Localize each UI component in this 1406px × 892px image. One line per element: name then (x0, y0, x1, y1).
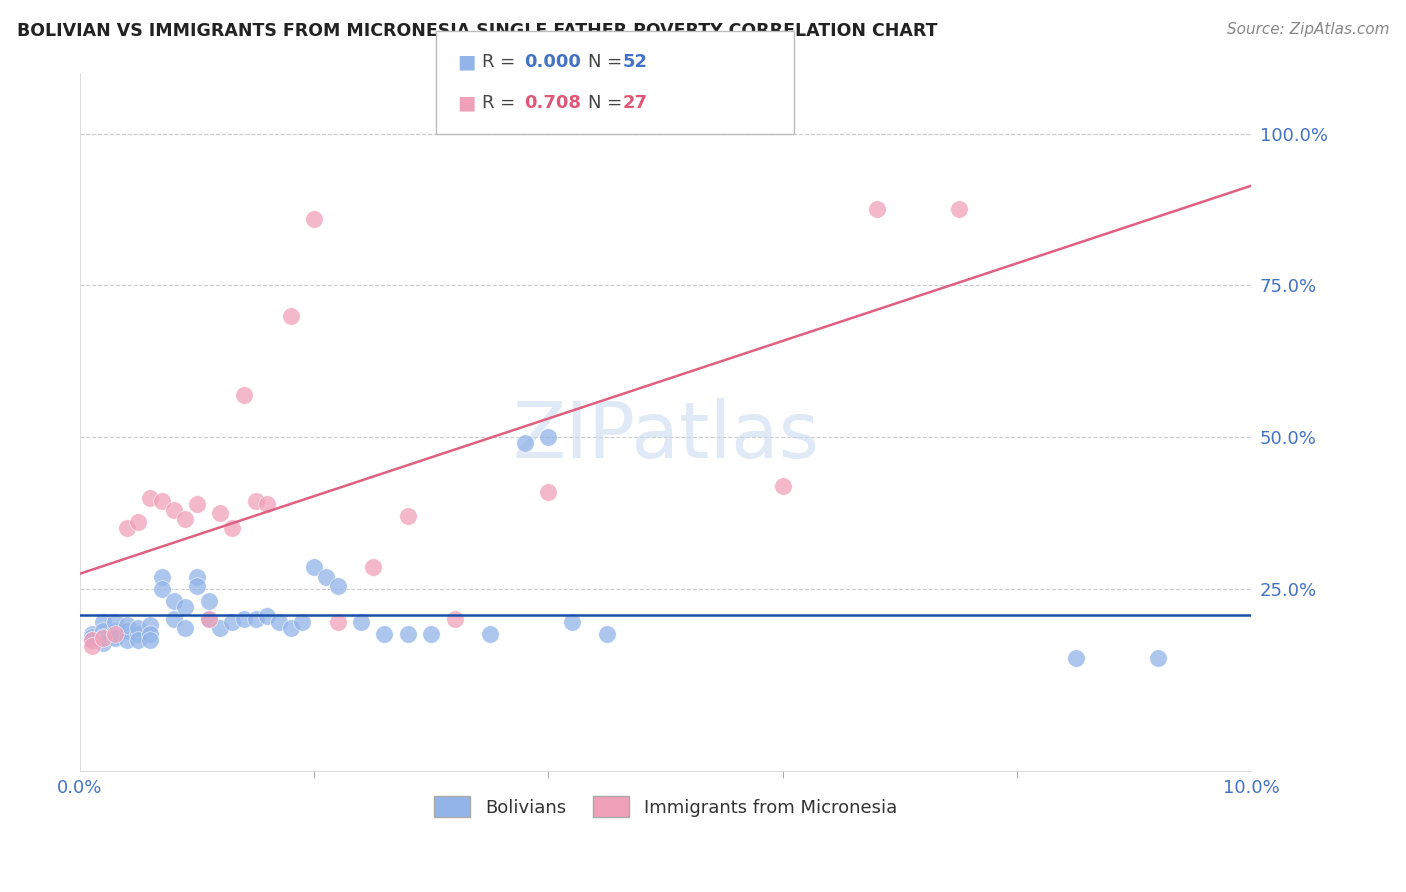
Point (115, 618, 138, 632)
Point (948, 202, 970, 217)
Point (326, 615, 349, 629)
Point (197, 612, 219, 626)
Point (150, 569, 173, 583)
Point (209, 506, 232, 520)
Point (396, 627, 419, 641)
Point (443, 612, 465, 626)
Point (561, 615, 583, 629)
Point (513, 436, 536, 450)
Point (186, 579, 208, 593)
Point (91, 630, 114, 644)
Point (315, 569, 337, 583)
Point (373, 627, 395, 641)
Point (865, 202, 887, 217)
Point (174, 599, 197, 614)
Point (115, 633, 138, 648)
Point (91, 624, 114, 639)
Point (174, 512, 197, 526)
Point (209, 621, 232, 635)
Point (139, 491, 162, 505)
Point (80, 627, 103, 641)
Text: ■: ■ (457, 53, 475, 71)
Point (127, 515, 149, 529)
Point (104, 624, 127, 639)
Point (80, 640, 103, 654)
Point (221, 521, 243, 535)
Point (1064, 651, 1087, 665)
Point (162, 612, 184, 626)
Point (162, 594, 184, 608)
Text: 0.708: 0.708 (524, 95, 582, 112)
Text: ZIPatlas: ZIPatlas (512, 398, 820, 474)
Point (302, 560, 325, 574)
Text: 27: 27 (623, 95, 648, 112)
Point (350, 615, 373, 629)
Point (115, 624, 138, 639)
Point (361, 560, 384, 574)
Point (232, 387, 254, 401)
Text: R =: R = (482, 53, 522, 70)
Point (537, 430, 560, 444)
Text: N =: N = (588, 95, 627, 112)
Legend: Bolivians, Immigrants from Micronesia: Bolivians, Immigrants from Micronesia (427, 789, 904, 824)
Point (772, 478, 794, 492)
Point (80, 633, 103, 648)
Point (115, 521, 138, 535)
Point (104, 632, 127, 646)
Point (232, 612, 254, 626)
Point (245, 493, 267, 508)
Point (150, 582, 173, 596)
Point (420, 627, 443, 641)
Point (197, 594, 219, 608)
Point (1146, 651, 1168, 665)
Point (80, 630, 103, 644)
Point (150, 493, 173, 508)
Point (139, 618, 162, 632)
Point (245, 612, 267, 626)
Point (256, 609, 278, 624)
Point (174, 621, 197, 635)
Point (291, 615, 314, 629)
Point (267, 615, 290, 629)
Point (256, 497, 278, 511)
Point (91, 632, 114, 646)
Text: 52: 52 (623, 53, 648, 70)
Point (326, 579, 349, 593)
Text: Source: ZipAtlas.com: Source: ZipAtlas.com (1226, 22, 1389, 37)
Point (186, 569, 208, 583)
Point (280, 621, 302, 635)
Point (162, 503, 184, 517)
Text: R =: R = (482, 95, 522, 112)
Point (302, 211, 325, 226)
Point (139, 633, 162, 648)
Point (280, 309, 302, 323)
Text: N =: N = (588, 53, 627, 70)
Point (197, 612, 219, 626)
Text: 0.000: 0.000 (524, 53, 581, 70)
Point (80, 633, 103, 648)
Point (104, 615, 127, 629)
Point (221, 615, 243, 629)
Text: ■: ■ (457, 94, 475, 112)
Point (127, 627, 149, 641)
Point (127, 621, 149, 635)
Point (127, 633, 149, 648)
Point (104, 627, 127, 641)
Point (596, 627, 619, 641)
Point (186, 497, 208, 511)
Point (537, 484, 560, 499)
Point (91, 615, 114, 629)
Point (91, 636, 114, 650)
Point (396, 508, 419, 523)
Point (104, 629, 127, 643)
Point (478, 627, 501, 641)
Text: BOLIVIAN VS IMMIGRANTS FROM MICRONESIA SINGLE FATHER POVERTY CORRELATION CHART: BOLIVIAN VS IMMIGRANTS FROM MICRONESIA S… (17, 22, 938, 40)
Point (139, 627, 162, 641)
